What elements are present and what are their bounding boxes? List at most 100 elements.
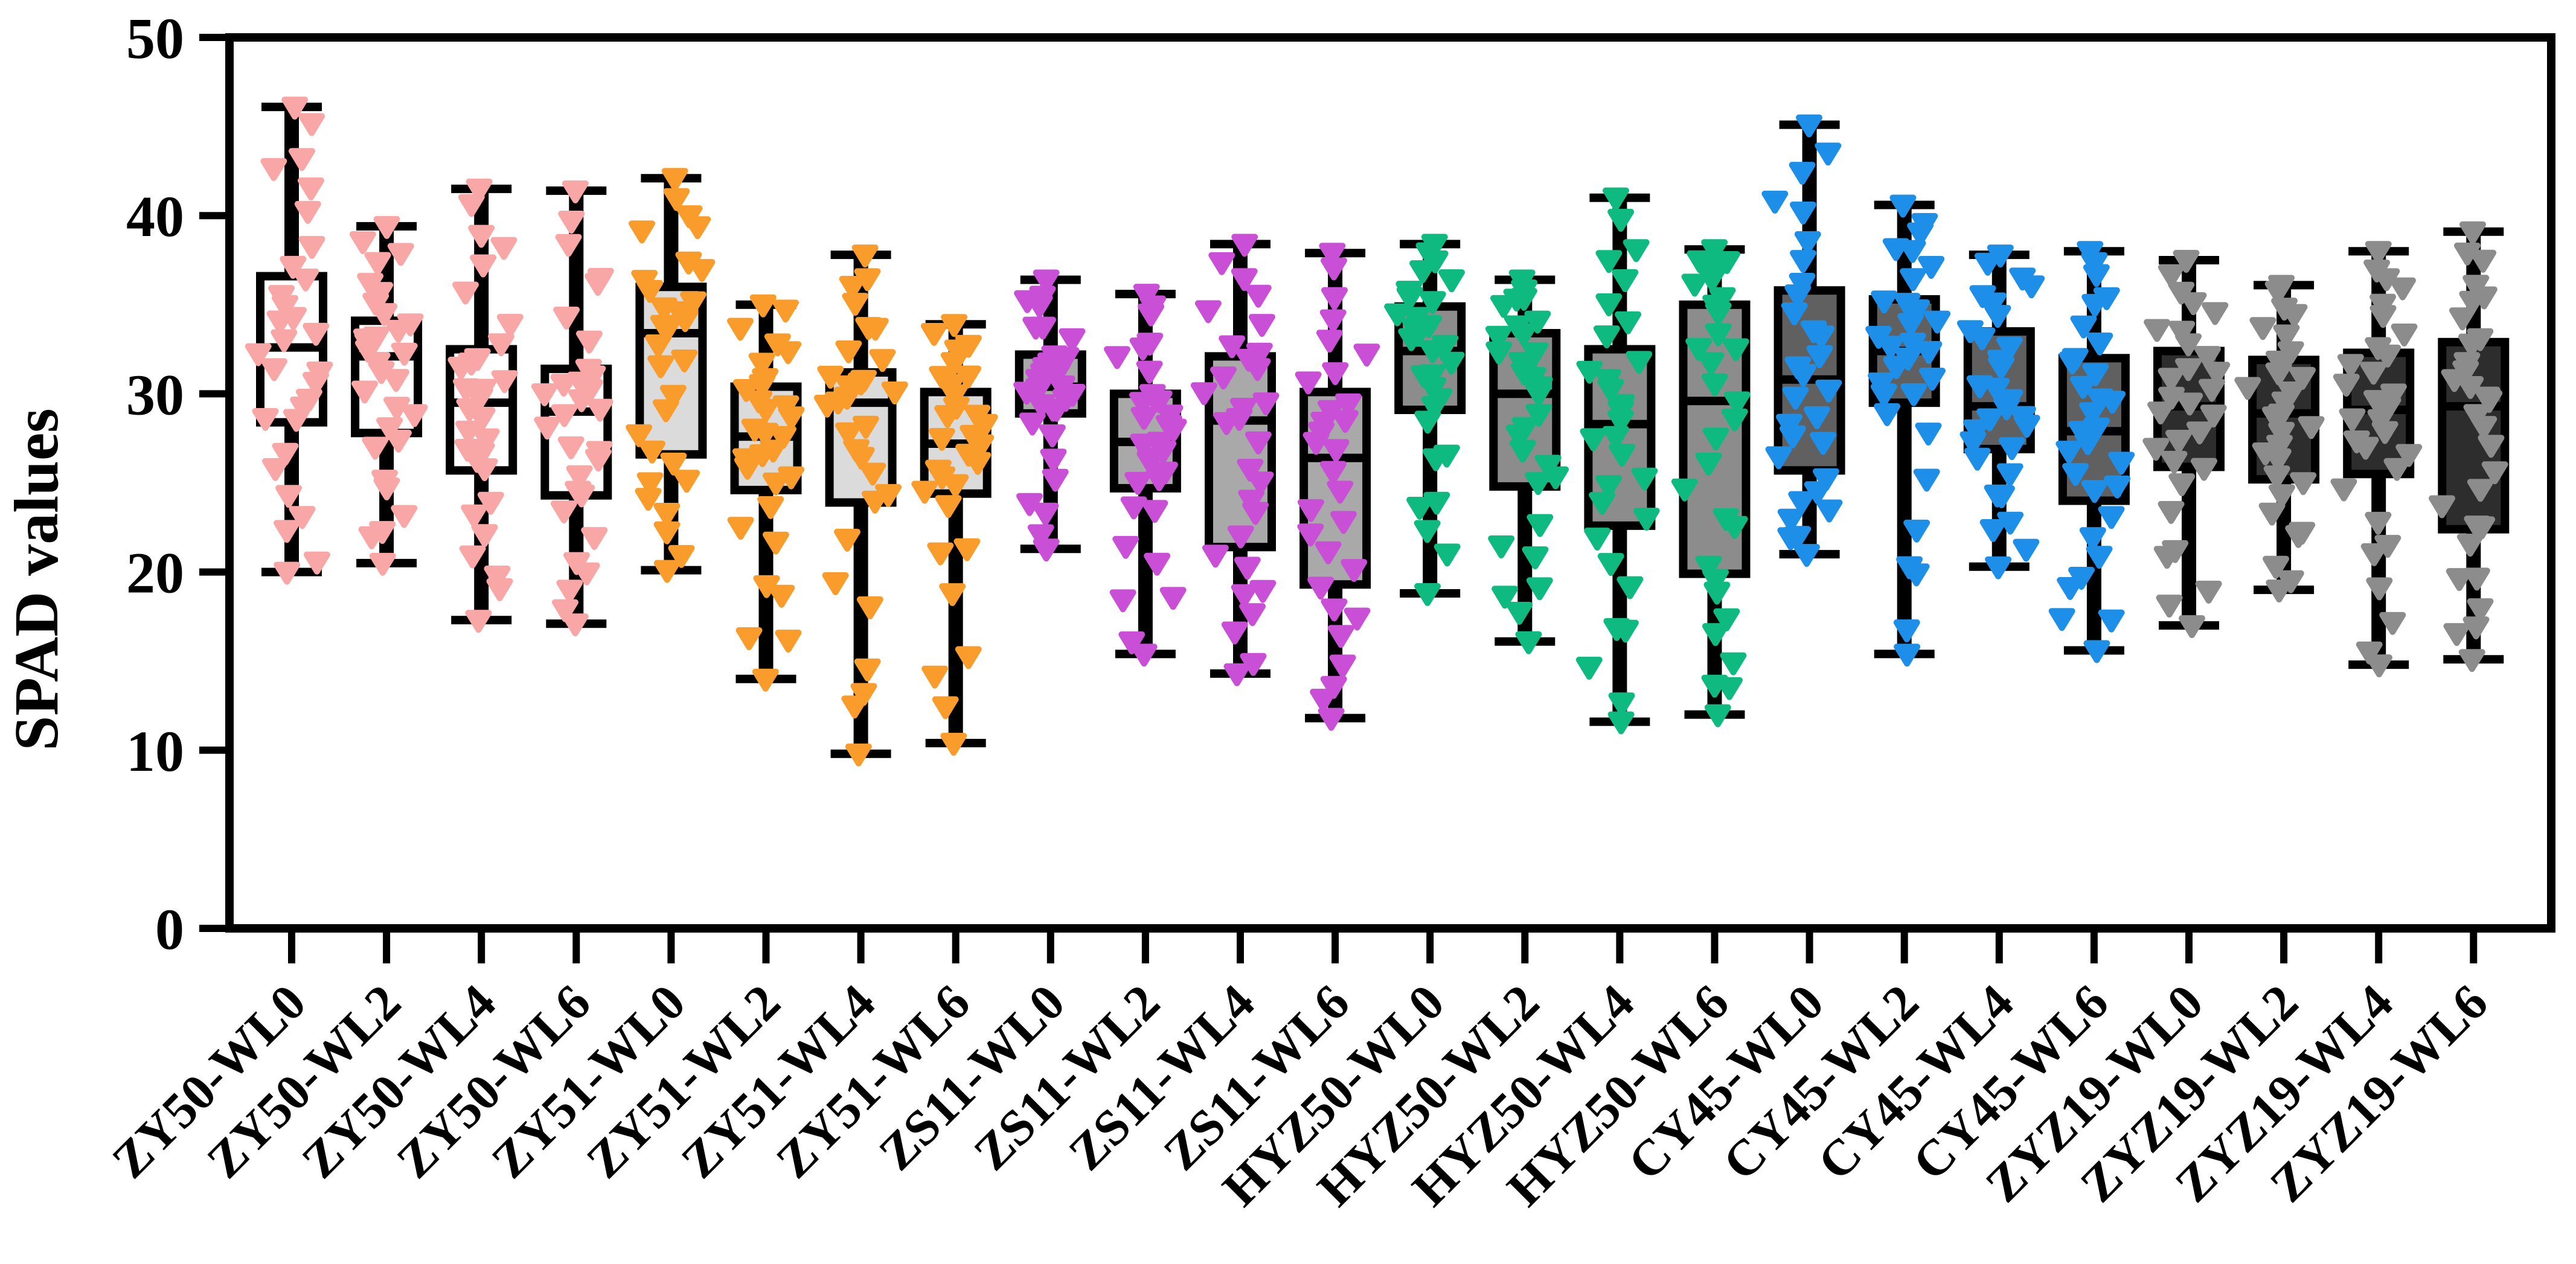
scatter-point [391,505,418,528]
scatter-point [469,407,496,430]
box-CY45-WL6 [2048,241,2135,663]
scatter-point [1584,528,1611,551]
scatter-point [1327,480,1354,504]
scatter-point [1022,316,1049,340]
scatter-point [663,188,690,211]
scatter-point [1014,290,1041,313]
scatter-point [1330,511,1357,534]
scatter-ZY51-WL2 [727,294,805,692]
scatter-point [1979,519,2007,543]
scatter-point [1608,394,1635,417]
scatter-point [732,378,760,402]
scatter-point [778,466,805,490]
scatter-ZY51-WL0 [626,168,716,583]
scatter-point [2081,480,2108,503]
scatter-point [850,683,877,706]
scatter-ZYZ19-WL6 [2429,221,2508,672]
scatter-point [1607,208,1635,232]
scatter-point [289,506,316,529]
scatter-point [1702,623,1729,646]
scatter-point [1781,302,1808,326]
scatter-point [1130,433,1157,457]
scatter-point [2199,378,2226,402]
scatter-point [1701,674,1728,698]
scatter-point [1877,336,1904,359]
scatter-point [2079,527,2106,551]
scatter-point [2156,595,2183,618]
scatter-point [295,389,322,412]
scatter-point [2278,381,2305,405]
scatter-point [2339,408,2366,432]
scatter-point [1788,491,1815,514]
scatter-point [757,496,784,519]
scatter-point [1784,356,1812,380]
scatter-point [1319,461,1347,484]
scatter-point [1240,653,1267,676]
scatter-point [1713,608,1740,631]
scatter-point [2068,567,2095,590]
scatter-point [490,237,517,260]
scatter-point [1580,428,1607,452]
scatter-CY45-WL4 [1956,244,2045,579]
scatter-point [2369,293,2397,317]
scatter-point [955,334,982,358]
scatter-point [1104,346,1131,369]
scatter-point [1974,252,2001,276]
scatter-point [1607,711,1635,735]
scatter-point [468,225,495,248]
scatter-point [1310,689,1337,712]
scatter-point [1815,379,1842,403]
scatter-point [680,291,707,314]
scatter-point [1227,525,1254,549]
scatter-point [562,613,589,637]
scatter-point [292,268,319,292]
scatter-point [1522,546,1549,570]
scatter-point [2290,472,2317,496]
scatter-point [385,429,412,453]
scatter-point [531,383,558,406]
box-ZY50-WL2 [349,215,428,576]
scatter-point [661,168,688,191]
scatter-point [2098,609,2125,633]
scatter-CY45-WL6 [2048,241,2135,663]
scatter-point [1782,386,1809,410]
box-ZY50-WL0 [245,97,333,585]
scatter-point [2379,611,2406,635]
scatter-point [1353,343,1380,367]
scatter-point [859,462,886,486]
scatter-point [245,343,272,366]
scatter-point [835,422,862,445]
scatter-point [741,418,768,442]
scatter-point [1868,372,1895,396]
scatter-point [2086,332,2113,356]
scatter-point [2453,242,2481,266]
scatter-point [1141,500,1168,523]
scatter-point [852,415,879,439]
scatter-point [1903,519,1930,543]
scatter-point [1490,295,1517,318]
scatter-point [275,485,303,508]
scatter-point [456,398,483,421]
scatter-point [875,484,902,507]
scatter-point [2289,522,2316,545]
scatter-point [455,420,482,444]
scatter-point [920,323,947,346]
scatter-point [748,353,775,376]
scatter-point [477,491,504,515]
scatter-point [1685,337,1713,361]
scatter-point [1488,535,1515,559]
scatter-point [1697,352,1725,375]
scatter-point [2374,535,2401,558]
scatter-point [2360,362,2387,385]
scatter-point [2273,324,2300,348]
scatter-point [2077,241,2104,264]
scatter-point [752,668,779,692]
scatter-point [688,259,716,282]
scatter-point [550,374,577,397]
scatter-point [2343,430,2370,454]
scatter-point [2194,346,2221,369]
scatter-point [2055,441,2083,464]
scatter-HYZ50-WL0 [1384,234,1466,607]
scatter-point [1221,621,1248,645]
scatter-point [1883,356,1910,380]
